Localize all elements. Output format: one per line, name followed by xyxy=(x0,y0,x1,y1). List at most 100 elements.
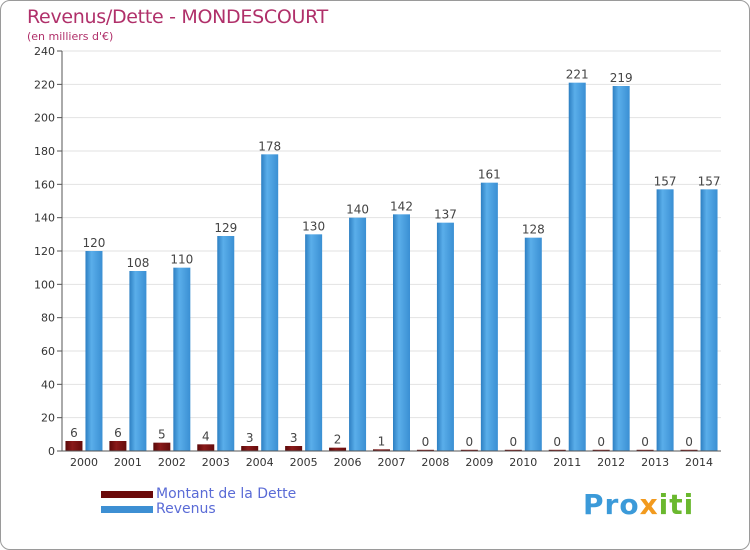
data-label-revenue: 130 xyxy=(302,219,325,233)
legend-label-debt: Montant de la Dette xyxy=(156,486,297,502)
bar-revenue xyxy=(524,237,542,451)
data-label-revenue: 129 xyxy=(214,221,237,235)
y-tick-label: 200 xyxy=(34,112,55,125)
data-label-revenue: 120 xyxy=(83,236,106,250)
x-tick-label: 2014 xyxy=(685,456,713,469)
y-tick-label: 240 xyxy=(34,45,55,58)
bar-revenue xyxy=(568,82,586,452)
data-label-debt: 4 xyxy=(202,429,210,443)
x-tick-label: 2003 xyxy=(202,456,230,469)
bar-revenue xyxy=(612,86,630,451)
legend-swatch-revenue xyxy=(101,506,153,513)
y-tick-label: 140 xyxy=(34,212,55,225)
data-label-debt: 0 xyxy=(685,435,693,449)
x-axis: 2000 2001 2002 2003 2004 2005 2006 2007 2008 2009… xyxy=(62,450,721,469)
chart-title: Revenus/Dette - MONDESCOURT xyxy=(27,6,328,28)
bar-debt xyxy=(460,449,478,451)
data-label-revenue: 221 xyxy=(566,68,589,82)
x-tick-label: 2004 xyxy=(246,456,274,469)
grid-lines xyxy=(62,50,721,452)
bar-revenue xyxy=(305,234,323,451)
data-label-revenue: 108 xyxy=(126,256,149,270)
bar-revenue xyxy=(173,267,191,451)
bar-debt xyxy=(636,449,654,451)
x-tick-label: 2005 xyxy=(290,456,318,469)
data-label-debt: 0 xyxy=(466,435,474,449)
data-label-debt: 2 xyxy=(334,433,342,447)
data-label-debt: 0 xyxy=(509,435,517,449)
y-tick-label: 40 xyxy=(41,378,55,391)
bar-revenue xyxy=(700,189,718,452)
data-label-debt: 5 xyxy=(158,428,166,442)
data-label-revenue: 137 xyxy=(434,208,457,222)
x-tick-label: 2002 xyxy=(158,456,186,469)
y-tick-label: 160 xyxy=(34,178,55,191)
bar-debt xyxy=(416,449,434,451)
y-tick-label: 100 xyxy=(34,278,55,291)
bar-revenue xyxy=(261,154,279,452)
data-label-revenue: 219 xyxy=(610,71,633,85)
data-label-debt: 0 xyxy=(597,435,605,449)
data-label-revenue: 178 xyxy=(258,139,281,153)
y-tick-label: 20 xyxy=(41,412,55,425)
y-tick-label: 120 xyxy=(34,245,55,258)
y-tick-label: 180 xyxy=(34,145,55,158)
data-label-revenue: 110 xyxy=(170,253,193,267)
data-label-revenue: 140 xyxy=(346,203,369,217)
x-tick-label: 2000 xyxy=(70,456,98,469)
bar-debt xyxy=(153,442,171,451)
bars xyxy=(65,82,718,452)
y-tick-label: 80 xyxy=(41,312,55,325)
bar-debt xyxy=(329,447,347,451)
x-tick-label: 2011 xyxy=(553,456,581,469)
data-label-debt: 1 xyxy=(378,434,386,448)
bar-revenue xyxy=(217,236,235,451)
bar-debt xyxy=(592,449,610,451)
legend-swatch-debt xyxy=(101,491,153,498)
data-labels: 6 120 6 108 5 110 4 129 3 178 3 130 2 140 1 142 0 137 0 161… xyxy=(70,68,720,449)
data-label-revenue: 161 xyxy=(478,168,501,182)
data-label-debt: 0 xyxy=(641,435,649,449)
bar-revenue xyxy=(393,214,410,451)
bar-revenue xyxy=(129,271,147,451)
data-label-revenue: 142 xyxy=(390,199,413,213)
legend-label-revenue: Revenus xyxy=(156,501,216,517)
data-label-debt: 6 xyxy=(114,426,122,440)
bar-debt xyxy=(241,446,259,451)
x-tick-label: 2001 xyxy=(114,456,142,469)
bar-debt xyxy=(197,444,215,451)
x-tick-label: 2013 xyxy=(641,456,669,469)
x-tick-label: 2006 xyxy=(334,456,362,469)
bar-debt xyxy=(504,449,522,451)
x-tick-label: 2008 xyxy=(421,456,449,469)
data-label-debt: 3 xyxy=(246,431,254,445)
y-tick-label: 60 xyxy=(41,345,55,358)
x-tick-label: 2012 xyxy=(597,456,625,469)
x-tick-label: 2009 xyxy=(465,456,493,469)
bar-revenue xyxy=(480,182,498,451)
data-label-revenue: 157 xyxy=(654,174,677,188)
y-axis: 0 20 40 60 80 100 120 140 160 180 200 220 240 xyxy=(34,45,63,458)
y-tick-label: 0 xyxy=(48,445,55,458)
data-label-debt: 6 xyxy=(70,426,78,440)
y-tick-label: 220 xyxy=(34,78,55,91)
data-label-revenue: 128 xyxy=(522,223,545,237)
bar-revenue xyxy=(349,217,367,451)
data-label-revenue: 157 xyxy=(698,174,721,188)
bar-debt xyxy=(680,449,698,451)
bar-revenue xyxy=(436,222,454,451)
bar-revenue xyxy=(656,189,674,452)
data-label-debt: 3 xyxy=(290,431,298,445)
bar-debt xyxy=(373,449,390,451)
x-tick-label: 2010 xyxy=(509,456,537,469)
bar-debt xyxy=(285,446,303,451)
bar-debt xyxy=(109,441,127,451)
data-label-debt: 0 xyxy=(553,435,561,449)
x-tick-label: 2007 xyxy=(378,456,406,469)
data-label-debt: 0 xyxy=(422,435,430,449)
chart-subtitle: (en milliers d'€) xyxy=(27,30,114,43)
bar-debt xyxy=(65,441,83,451)
bar-debt xyxy=(548,449,566,451)
